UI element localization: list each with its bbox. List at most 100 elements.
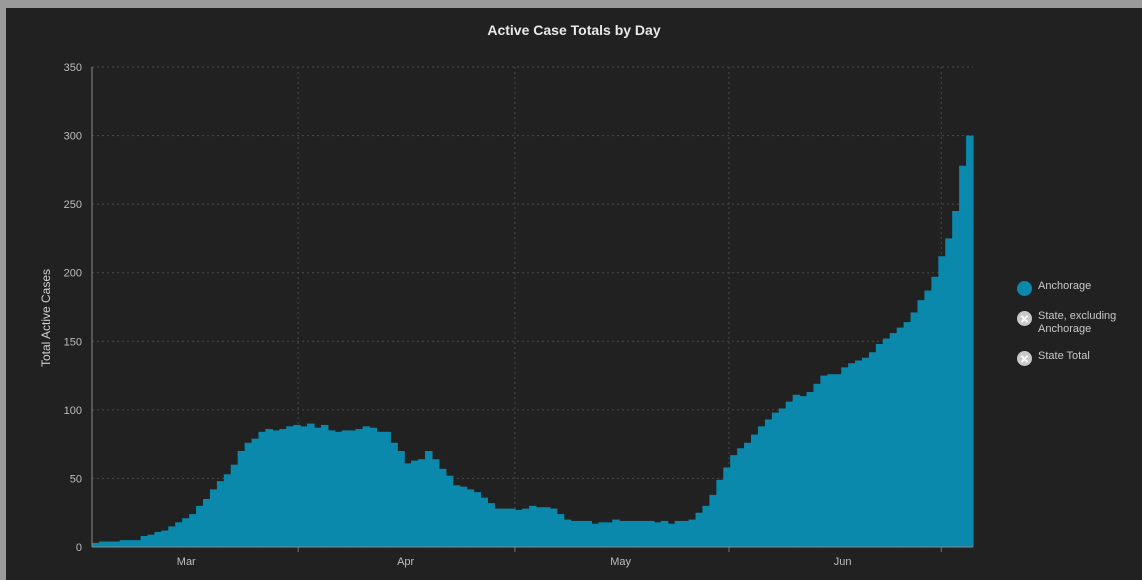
data-bar [529, 505, 537, 547]
data-bar [903, 322, 912, 547]
data-bar [848, 363, 856, 547]
data-bar [806, 392, 815, 547]
legend-label: State, excluding Anchorage [1038, 310, 1117, 335]
data-bar [92, 542, 100, 547]
data-bar [376, 431, 384, 547]
data-bar [244, 442, 253, 547]
data-bar [223, 474, 232, 547]
data-bar [764, 419, 773, 547]
legend: Anchorage State, excluding Anchorage Sta… [1017, 280, 1142, 380]
data-bar [577, 520, 586, 547]
data-bar [917, 300, 926, 547]
data-bar [882, 338, 891, 547]
data-bar [362, 426, 371, 547]
data-bar [355, 429, 364, 547]
data-bar [924, 290, 932, 547]
data-bar [501, 508, 509, 547]
data-bar [480, 497, 489, 547]
data-bar [570, 520, 579, 547]
data-bar [369, 427, 378, 547]
data-bar [771, 412, 780, 547]
legend-item-state-total[interactable]: State Total [1017, 350, 1142, 366]
data-bar [549, 508, 558, 547]
data-bar [695, 512, 704, 547]
data-bar [709, 494, 717, 547]
data-bar [286, 426, 294, 547]
data-bar [105, 541, 114, 547]
data-bar [459, 486, 468, 547]
data-bar [646, 520, 655, 547]
x-tick-label: Mar [177, 556, 196, 568]
data-bar [300, 426, 308, 547]
data-bar [868, 352, 877, 547]
data-bar [230, 464, 239, 547]
data-bar [910, 312, 919, 547]
data-bar [688, 519, 697, 547]
data-bar [889, 333, 898, 547]
data-bar [952, 211, 960, 547]
data-bar [605, 522, 613, 547]
y-tick-label: 100 [64, 405, 82, 417]
data-bar [813, 383, 821, 547]
y-tick-label: 0 [76, 542, 82, 554]
data-bar [112, 541, 121, 547]
data-bar [126, 540, 135, 547]
data-bar [279, 429, 287, 547]
data-bar [147, 534, 156, 547]
data-bar [612, 519, 620, 547]
data-bar [182, 518, 190, 547]
data-bar [313, 427, 322, 547]
data-bar [716, 479, 724, 547]
data-bar [265, 429, 273, 547]
data-bar [307, 423, 315, 547]
data-bar [626, 520, 634, 547]
data-bar [272, 430, 280, 547]
data-bar [327, 430, 336, 547]
data-bar [757, 426, 766, 547]
y-tick-label: 350 [64, 62, 82, 74]
data-bar [209, 489, 218, 547]
legend-swatch-off-icon [1017, 351, 1032, 366]
data-bar [542, 507, 551, 547]
plot-area: 0 50 100 150 200 250 300 350 Mar Apr May Jun [64, 62, 974, 568]
data-bar [681, 520, 690, 547]
data-bar [168, 526, 176, 547]
legend-label: Anchorage [1038, 280, 1092, 292]
data-bar [896, 327, 905, 547]
data-bar [522, 508, 530, 547]
data-bar [445, 475, 454, 547]
data-bar [820, 375, 828, 547]
data-bar [411, 460, 419, 547]
data-bar [508, 508, 516, 547]
legend-item-state-excluding-anchorage[interactable]: State, excluding Anchorage [1017, 310, 1142, 336]
data-bar [875, 344, 884, 547]
y-tick-label: 50 [70, 473, 82, 485]
data-bar [931, 276, 939, 547]
data-bar [723, 467, 731, 547]
legend-swatch-off-icon [1017, 311, 1032, 326]
data-bar [397, 451, 405, 547]
data-bar [293, 424, 301, 547]
data-bar [785, 401, 794, 547]
data-bar [438, 468, 447, 547]
data-bar [778, 408, 787, 547]
data-bar [702, 505, 710, 547]
y-tick-label: 150 [64, 336, 82, 348]
data-bar [404, 463, 412, 547]
data-bar [140, 536, 149, 547]
data-bar [730, 455, 738, 547]
x-tick-label: Apr [397, 556, 414, 568]
data-bar [633, 520, 641, 547]
data-bar [653, 522, 662, 547]
data-bar [452, 485, 461, 547]
data-bar [334, 431, 343, 547]
data-bar [674, 520, 683, 547]
data-bar [216, 481, 225, 547]
y-tick-label: 250 [64, 199, 82, 211]
data-bar [98, 541, 107, 547]
legend-item-anchorage[interactable]: Anchorage [1017, 280, 1142, 296]
data-bar [258, 431, 267, 547]
data-bar [431, 459, 440, 547]
data-bar [556, 514, 565, 547]
data-bar [189, 514, 197, 547]
